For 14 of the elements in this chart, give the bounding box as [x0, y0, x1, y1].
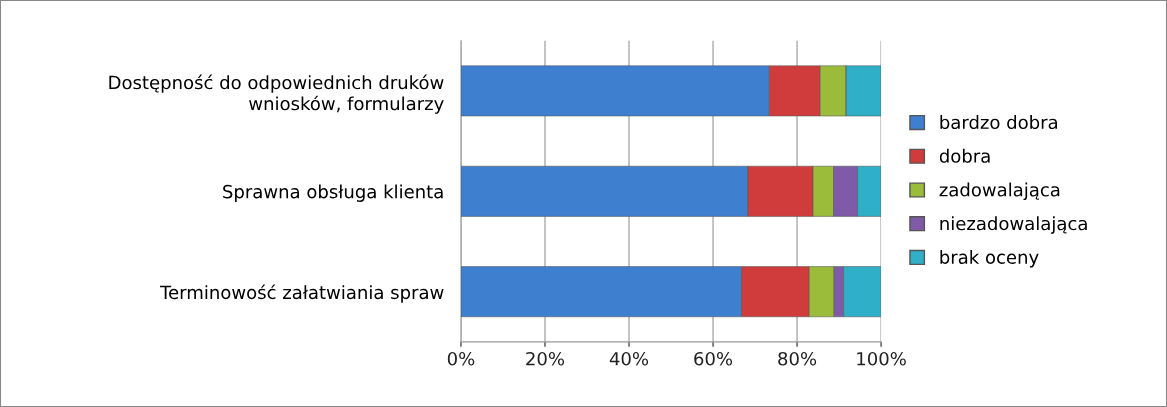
x-tick-label: 80%: [778, 351, 817, 366]
x-tick-label: 100%: [857, 351, 906, 366]
x-tick-label: 40%: [609, 351, 649, 366]
legend-label: zadowalająca: [939, 182, 1060, 201]
legend-label: dobra: [939, 148, 990, 163]
x-tick-label: 60%: [694, 351, 733, 366]
y-tick-label: Sprawna obsługa klienta: [223, 184, 443, 202]
x-tick-label: 0%: [447, 351, 475, 366]
legend-label: bardzo dobra: [940, 115, 1057, 130]
x-tick-label: 20%: [526, 351, 565, 366]
legend-label: brak oceny: [940, 250, 1039, 268]
y-tick-label: Dostępność do odpowiednich druków wniosków, formularzy: [109, 74, 444, 114]
y-tick-label: Terminowość załatwiania spraw: [160, 284, 444, 303]
legend-label: niezadowalająca: [940, 216, 1087, 234]
